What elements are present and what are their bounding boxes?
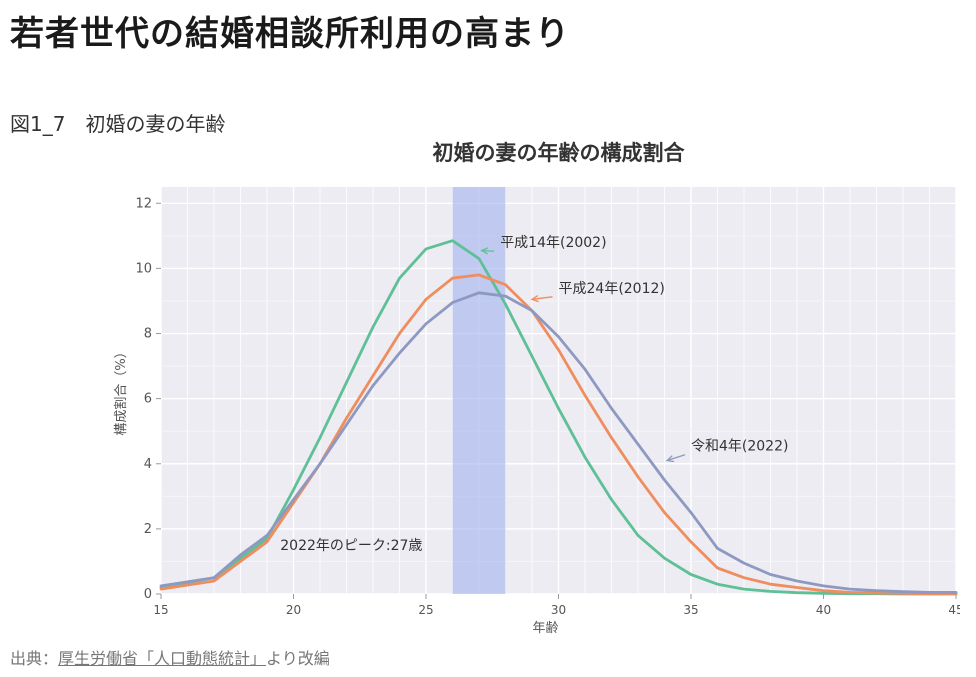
peak-annotation-label: 2022年のピーク:27歳 <box>280 538 422 554</box>
x-tick-label: 35 <box>683 603 698 617</box>
y-tick-label: 6 <box>144 392 152 407</box>
annotation-arrow-line <box>531 296 553 300</box>
source-suffix: より改編 <box>266 649 330 668</box>
annotation-arrow-head <box>480 247 489 255</box>
y-tick-label: 2 <box>144 522 152 537</box>
series-annotation-label: 令和4年(2022) <box>691 439 788 455</box>
x-tick-label: 20 <box>286 603 301 617</box>
source-note: 出典：厚生労働省「人口動態統計」より改編 <box>10 645 330 669</box>
x-axis-title: 年齢 <box>532 621 558 636</box>
series-line-3 <box>159 291 958 594</box>
x-tick-label: 30 <box>551 603 566 617</box>
annotation-arrow-line <box>481 249 495 252</box>
y-tick-label: 12 <box>135 196 152 211</box>
x-tick-label: 45 <box>948 603 960 617</box>
x-tick-label: 15 <box>153 603 168 617</box>
page-title: 若者世代の結婚相談所利用の高まり <box>10 14 570 54</box>
peak-highlight-band <box>452 187 506 594</box>
series-annotation-label: 平成14年(2002) <box>500 235 606 251</box>
x-tick-label: 40 <box>816 603 831 617</box>
y-axis-title: 構成割合（%） <box>113 345 129 435</box>
x-tick-label: 25 <box>418 603 433 617</box>
y-tick-label: 0 <box>144 587 152 602</box>
source-prefix: 出典： <box>10 649 59 668</box>
annotation-arrow-head <box>530 294 539 303</box>
series-line-1 <box>159 239 958 596</box>
y-tick-label: 4 <box>144 457 152 472</box>
chart-title: 初婚の妻の年齢の構成割合 <box>433 141 686 165</box>
figure-caption: 図1_7 初婚の妻の年齢 <box>10 112 226 136</box>
annotation-arrow-line <box>666 454 686 462</box>
y-tick-label: 10 <box>135 261 152 276</box>
annotation-arrow-head <box>665 455 675 463</box>
y-tick-label: 8 <box>144 327 152 342</box>
source-link[interactable]: 厚生労働省「人口動態統計」 <box>58 649 267 668</box>
age-distribution-chart: 初婚の妻の年齢の構成割合 15 20 25 30 35 40 45 0 2 4 6 8 10 12 年齢 構成割… <box>113 141 960 636</box>
series-annotation-label: 平成24年(2012) <box>559 281 665 297</box>
